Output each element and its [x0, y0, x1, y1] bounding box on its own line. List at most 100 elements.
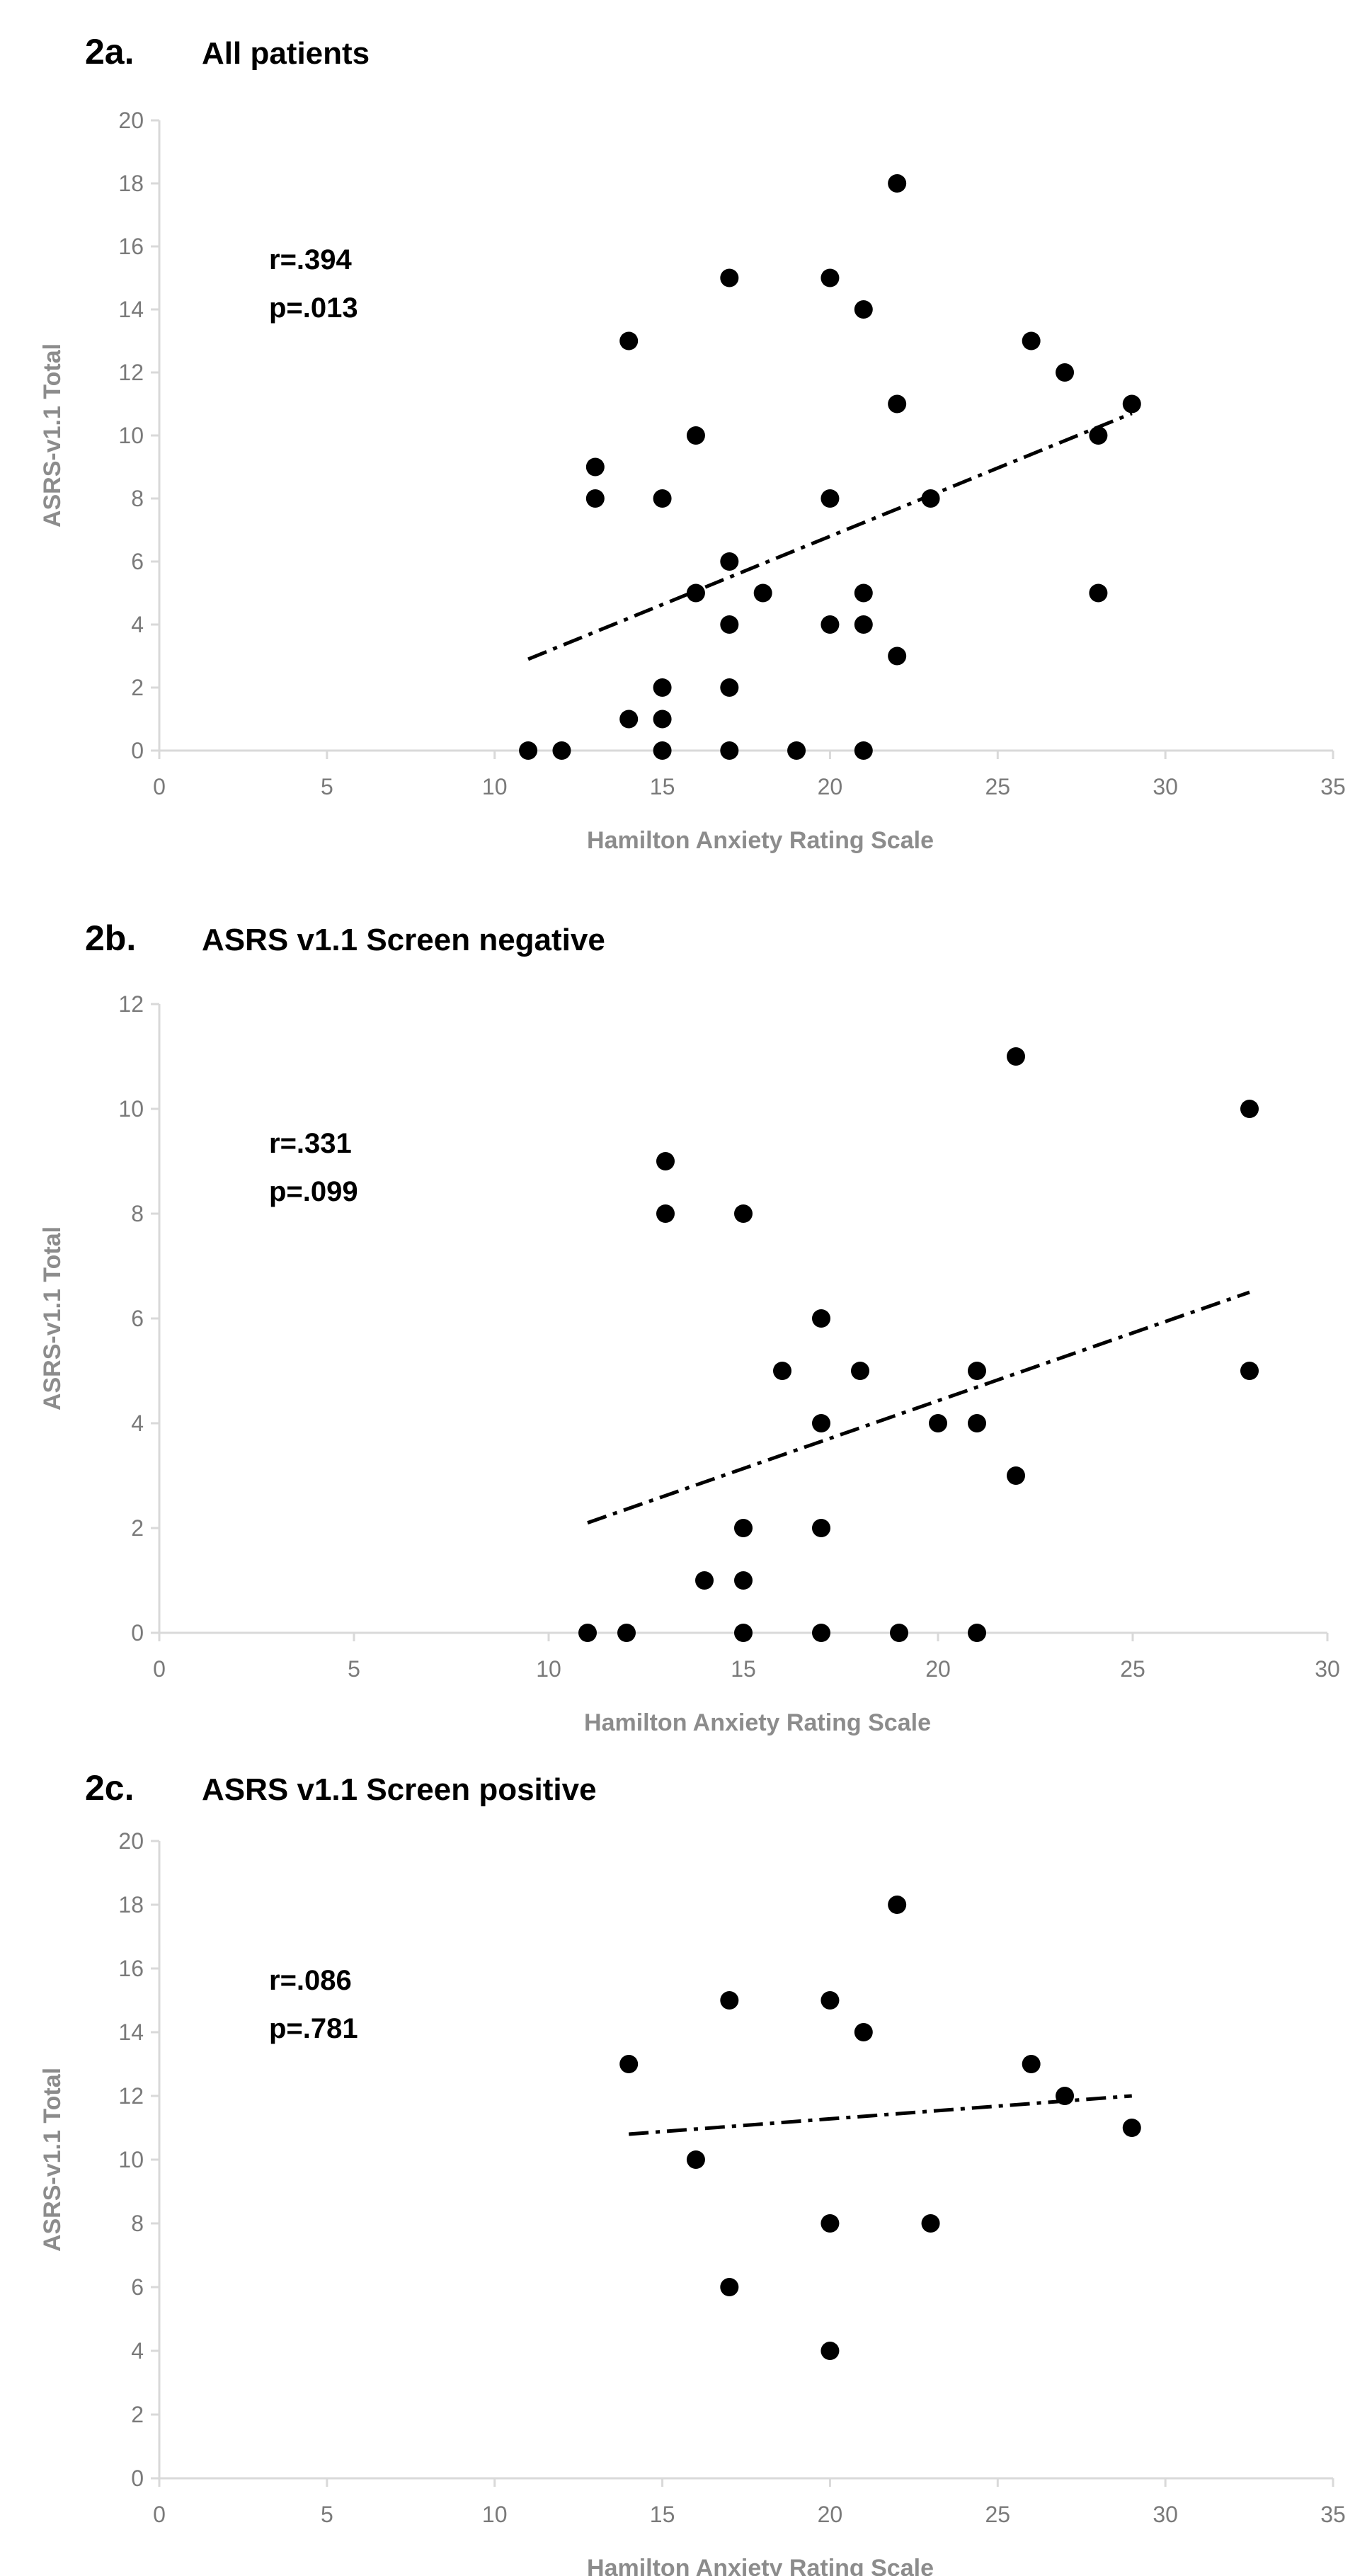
chart-2c-x-tick-label: 5 — [321, 2502, 333, 2527]
chart-2a-y-tick-label: 14 — [118, 297, 144, 322]
chart-2c-data-point — [720, 1991, 739, 2010]
chart-2c-data-point — [619, 2055, 639, 2073]
chart-2a-data-point — [1089, 583, 1108, 603]
chart-2c-stat-p: p=.781 — [269, 2013, 358, 2044]
chart-2c-data-point — [686, 2150, 705, 2169]
chart-2a-y-tick-label: 2 — [131, 675, 144, 700]
chart-2c-y-axis-title: ASRS-v1.1 Total — [39, 2068, 66, 2252]
chart-2a-data-point — [720, 741, 739, 760]
chart-2b-stat-r: r=.331 — [269, 1128, 352, 1159]
chart-2a-data-point — [854, 583, 873, 603]
chart-2b-data-point — [851, 1362, 869, 1380]
chart-2a-data-point — [888, 174, 907, 193]
chart-2c-y-tick-label: 20 — [118, 1828, 144, 1854]
chart-2a-data-point — [821, 489, 840, 508]
chart-2c-x-tick-label: 35 — [1320, 2502, 1346, 2527]
chart-2c-y-tick-label: 12 — [118, 2083, 144, 2109]
chart-2a-data-point — [585, 489, 605, 508]
chart-2a-data-point — [821, 268, 840, 287]
chart-2a-y-tick-label: 8 — [131, 486, 144, 511]
chart-2a-y-tick-label: 12 — [118, 360, 144, 385]
chart-2c-data-point — [821, 2342, 840, 2360]
chart-2b-data-point — [812, 1624, 830, 1642]
chart-2b-data-point — [812, 1309, 830, 1328]
chart-2b-x-tick-label: 0 — [153, 1656, 166, 1682]
chart-2c-y-tick-label: 0 — [131, 2466, 144, 2491]
chart-2a-data-point — [519, 741, 538, 760]
chart-2a-data-point — [921, 489, 940, 508]
chart-2b-data-point — [812, 1519, 830, 1537]
chart-2b-data-point — [968, 1414, 986, 1432]
chart-2a-data-point — [854, 741, 873, 760]
chart-2a-data-point — [720, 615, 739, 634]
chart-2c-x-tick-label: 15 — [650, 2502, 675, 2527]
chart-2c-x-tick-label: 0 — [153, 2502, 166, 2527]
chart-2a-x-tick-label: 25 — [985, 774, 1010, 799]
chart-2b-x-tick-label: 10 — [536, 1656, 561, 1682]
chart-2a-y-tick-label: 18 — [118, 171, 144, 196]
chart-2a-data-point — [653, 709, 672, 729]
chart-2a-data-point — [753, 583, 772, 603]
chart-2a-data-point — [888, 646, 907, 666]
chart-2a-x-tick-label: 0 — [153, 774, 166, 799]
chart-2a-x-tick-label: 10 — [482, 774, 508, 799]
chart-2c-data-point — [1022, 2055, 1041, 2073]
chart-2a-y-tick-label: 16 — [118, 234, 144, 259]
chart-2c-y-tick-label: 14 — [118, 2019, 144, 2045]
chart-2a-data-point — [653, 678, 672, 697]
chart-2a-data-point — [720, 552, 739, 571]
chart-2b-data-point — [1007, 1466, 1025, 1485]
chart-2c-data-point — [821, 2214, 840, 2233]
chart-2a-data-point — [787, 741, 806, 760]
chart-2a-title: All patients — [202, 36, 370, 71]
chart-2b-data-point — [1240, 1362, 1259, 1380]
chart-2a-trendline — [527, 411, 1133, 661]
chart-2c-x-tick-label: 25 — [985, 2502, 1010, 2527]
chart-2a-data-point — [686, 426, 705, 445]
chart-2b-y-axis-title: ASRS-v1.1 Total — [39, 1226, 66, 1410]
chart-2a-y-axis-title: ASRS-v1.1 Total — [39, 343, 66, 528]
chart-2c-y-tick-label: 8 — [131, 2211, 144, 2236]
chart-2c-data-point — [1056, 2087, 1075, 2105]
chart-2a-x-tick-label: 30 — [1153, 774, 1178, 799]
chart-2c-data-point — [921, 2214, 940, 2233]
chart-2a-x-axis-title: Hamilton Anxiety Rating Scale — [587, 827, 934, 854]
chart-2b-data-point — [929, 1414, 947, 1432]
chart-2b-data-point — [968, 1624, 986, 1642]
chart-2a-y-tick-label: 10 — [118, 423, 144, 448]
chart-2b-data-point — [734, 1624, 753, 1642]
chart-2a-panel-label: 2a. — [85, 32, 135, 72]
chart-2a-data-point — [1122, 394, 1141, 414]
chart-2b-y-tick-label: 10 — [118, 1096, 144, 1122]
chart-2a-data-point — [619, 331, 639, 351]
chart-2c-x-axis-title: Hamilton Anxiety Rating Scale — [587, 2555, 934, 2576]
chart-2a-data-point — [854, 615, 873, 634]
chart-2b-data-point — [1007, 1047, 1025, 1066]
chart-2c-data-point — [821, 1991, 840, 2010]
chart-2a-stat-p: p=.013 — [269, 292, 358, 324]
chart-2c-data-point — [854, 2023, 873, 2041]
chart-2b-y-tick-label: 4 — [131, 1410, 144, 1436]
chart-2a-data-point — [888, 394, 907, 414]
chart-2c-title: ASRS v1.1 Screen positive — [202, 1772, 597, 1807]
chart-2b-y-tick-label: 0 — [131, 1620, 144, 1646]
chart-2b-data-point — [734, 1204, 753, 1223]
chart-2b-data-point — [890, 1624, 908, 1642]
chart-2a-svg: 2a. All patients 0 2 4 6 8 10 12 14 16 18 20 0 5 10 15 20… — [39, 32, 1346, 854]
chart-2c-svg: 2c. ASRS v1.1 Screen positive 0 2 4 6 8 10 12 14 1… — [39, 1768, 1346, 2576]
chart-2b-data-point — [812, 1414, 830, 1432]
chart-panel-2b: 2b. ASRS v1.1 Screen negative 0 2 4 6 8 10 12 0 5 1… — [0, 885, 1355, 1736]
chart-2b-y-tick-label: 2 — [131, 1515, 144, 1541]
chart-2b-data-point — [968, 1362, 986, 1380]
chart-2b-x-tick-label: 20 — [925, 1656, 951, 1682]
chart-2c-data-point — [720, 2278, 739, 2296]
chart-2a-x-tick-label: 5 — [321, 774, 333, 799]
chart-2a-stat-r: r=.394 — [269, 244, 353, 275]
chart-2c-x-tick-label: 30 — [1153, 2502, 1178, 2527]
chart-2b-stat-p: p=.099 — [269, 1176, 358, 1207]
chart-2a-data-point — [821, 615, 840, 634]
chart-2a-data-point — [686, 583, 705, 603]
chart-2a-y-tick-label: 0 — [131, 738, 144, 763]
chart-2c-data-point — [888, 1896, 907, 1914]
chart-2b-x-axis-title: Hamilton Anxiety Rating Scale — [584, 1709, 931, 1736]
